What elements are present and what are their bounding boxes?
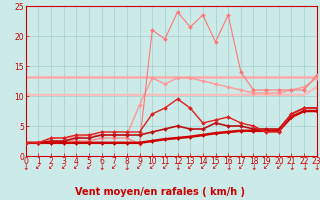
Text: ↓: ↓ <box>250 162 257 172</box>
Text: ↙: ↙ <box>48 162 54 172</box>
Text: ↓: ↓ <box>124 162 130 172</box>
Text: ↓: ↓ <box>98 162 105 172</box>
Text: ↓: ↓ <box>22 162 29 172</box>
Text: ↙: ↙ <box>200 162 206 172</box>
Text: ↙: ↙ <box>136 162 143 172</box>
Text: ↓: ↓ <box>225 162 231 172</box>
Text: ↙: ↙ <box>149 162 156 172</box>
Text: ↙: ↙ <box>86 162 92 172</box>
Text: ↙: ↙ <box>73 162 79 172</box>
Text: ↙: ↙ <box>35 162 42 172</box>
Text: ↙: ↙ <box>111 162 117 172</box>
Text: ↙: ↙ <box>263 162 269 172</box>
Text: ↙: ↙ <box>238 162 244 172</box>
Text: ↙: ↙ <box>187 162 193 172</box>
Text: ↓: ↓ <box>174 162 181 172</box>
Text: ↙: ↙ <box>212 162 219 172</box>
Text: Vent moyen/en rafales ( km/h ): Vent moyen/en rafales ( km/h ) <box>75 187 245 197</box>
Text: ↓: ↓ <box>301 162 307 172</box>
Text: ↙: ↙ <box>60 162 67 172</box>
Text: ↓: ↓ <box>314 162 320 172</box>
Text: ↙: ↙ <box>162 162 168 172</box>
Text: ↙: ↙ <box>276 162 282 172</box>
Text: ↓: ↓ <box>288 162 295 172</box>
